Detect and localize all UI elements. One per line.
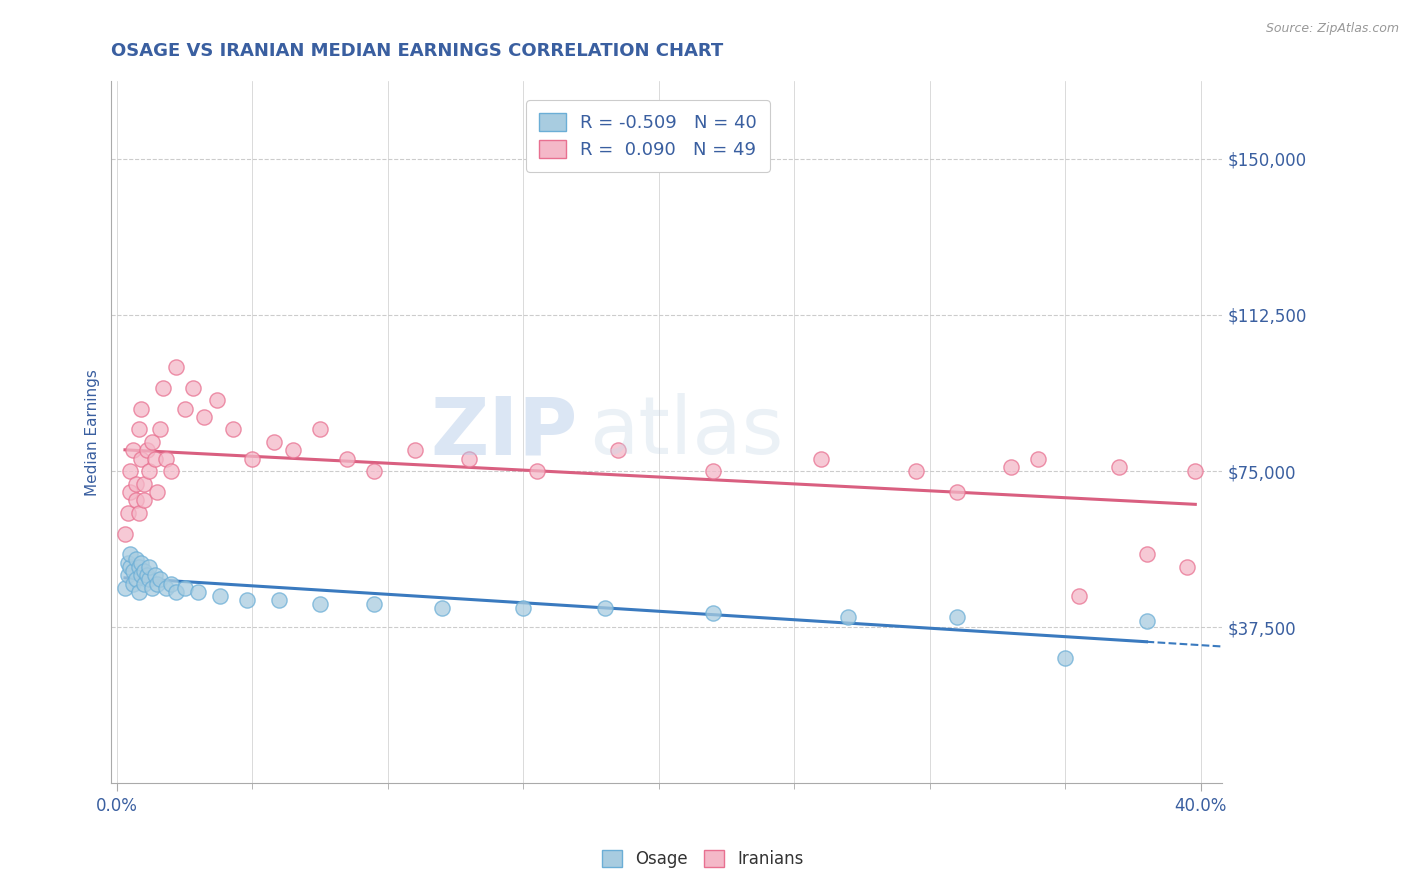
Text: OSAGE VS IRANIAN MEDIAN EARNINGS CORRELATION CHART: OSAGE VS IRANIAN MEDIAN EARNINGS CORRELA… bbox=[111, 42, 724, 60]
Point bbox=[143, 451, 166, 466]
Point bbox=[132, 576, 155, 591]
Point bbox=[138, 572, 160, 586]
Point bbox=[129, 568, 152, 582]
Point bbox=[149, 572, 172, 586]
Point bbox=[155, 451, 177, 466]
Point bbox=[208, 589, 231, 603]
Point bbox=[236, 593, 259, 607]
Point bbox=[1067, 589, 1090, 603]
Point bbox=[128, 584, 150, 599]
Point bbox=[138, 464, 160, 478]
Point bbox=[122, 564, 145, 578]
Point bbox=[128, 422, 150, 436]
Point bbox=[281, 443, 304, 458]
Point bbox=[205, 393, 228, 408]
Point bbox=[132, 476, 155, 491]
Point bbox=[187, 584, 209, 599]
Point bbox=[146, 484, 169, 499]
Point bbox=[263, 434, 285, 449]
Point bbox=[363, 464, 385, 478]
Point bbox=[122, 443, 145, 458]
Point bbox=[120, 464, 142, 478]
Point bbox=[135, 443, 157, 458]
Y-axis label: Median Earnings: Median Earnings bbox=[86, 368, 100, 495]
Point bbox=[1000, 459, 1022, 474]
Point bbox=[129, 401, 152, 416]
Point bbox=[129, 451, 152, 466]
Point bbox=[309, 598, 332, 612]
Point bbox=[946, 484, 969, 499]
Point bbox=[125, 551, 148, 566]
Point bbox=[155, 581, 177, 595]
Point bbox=[117, 556, 139, 570]
Point bbox=[1135, 614, 1157, 628]
Point bbox=[120, 484, 142, 499]
Point bbox=[114, 581, 136, 595]
Point bbox=[138, 559, 160, 574]
Point bbox=[120, 559, 142, 574]
Point bbox=[165, 584, 187, 599]
Point bbox=[160, 464, 183, 478]
Point bbox=[702, 606, 724, 620]
Point bbox=[526, 464, 548, 478]
Point bbox=[363, 598, 385, 612]
Point bbox=[125, 476, 148, 491]
Point bbox=[160, 576, 183, 591]
Point bbox=[114, 526, 136, 541]
Point bbox=[222, 422, 245, 436]
Point bbox=[146, 576, 169, 591]
Point bbox=[141, 434, 163, 449]
Point bbox=[1054, 651, 1077, 665]
Point bbox=[458, 451, 481, 466]
Text: ZIP: ZIP bbox=[430, 393, 578, 471]
Point bbox=[165, 359, 187, 374]
Point bbox=[125, 572, 148, 586]
Point bbox=[128, 506, 150, 520]
Point bbox=[309, 422, 332, 436]
Point bbox=[1175, 559, 1198, 574]
Point bbox=[132, 493, 155, 508]
Legend: Osage, Iranians: Osage, Iranians bbox=[595, 843, 811, 875]
Point bbox=[336, 451, 359, 466]
Point bbox=[837, 610, 859, 624]
Point bbox=[129, 556, 152, 570]
Point bbox=[1026, 451, 1049, 466]
Point bbox=[132, 564, 155, 578]
Point bbox=[512, 601, 534, 615]
Point bbox=[143, 568, 166, 582]
Text: Source: ZipAtlas.com: Source: ZipAtlas.com bbox=[1265, 22, 1399, 36]
Point bbox=[946, 610, 969, 624]
Point bbox=[702, 464, 724, 478]
Point bbox=[173, 401, 195, 416]
Point bbox=[173, 581, 195, 595]
Point bbox=[122, 576, 145, 591]
Point bbox=[905, 464, 928, 478]
Point bbox=[1135, 547, 1157, 561]
Point bbox=[149, 422, 172, 436]
Point bbox=[128, 559, 150, 574]
Point bbox=[810, 451, 832, 466]
Legend: R = -0.509   N = 40, R =  0.090   N = 49: R = -0.509 N = 40, R = 0.090 N = 49 bbox=[526, 100, 769, 171]
Point bbox=[1108, 459, 1130, 474]
Point bbox=[135, 568, 157, 582]
Point bbox=[240, 451, 263, 466]
Point bbox=[141, 581, 163, 595]
Point bbox=[181, 381, 204, 395]
Point bbox=[117, 568, 139, 582]
Point bbox=[125, 493, 148, 508]
Point bbox=[1184, 464, 1206, 478]
Point bbox=[117, 506, 139, 520]
Point bbox=[593, 601, 616, 615]
Point bbox=[430, 601, 453, 615]
Point bbox=[269, 593, 291, 607]
Point bbox=[152, 381, 174, 395]
Point bbox=[120, 547, 142, 561]
Point bbox=[607, 443, 630, 458]
Text: atlas: atlas bbox=[589, 393, 783, 471]
Point bbox=[193, 409, 215, 424]
Point bbox=[404, 443, 426, 458]
